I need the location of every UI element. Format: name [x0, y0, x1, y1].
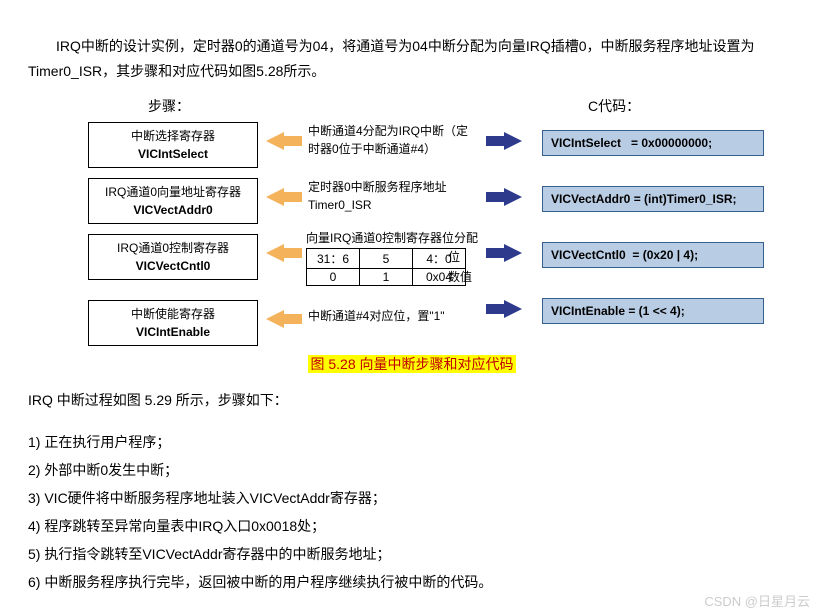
- step-title: IRQ通道0控制寄存器: [91, 239, 255, 257]
- watermark: CSDN @日星月云: [704, 591, 810, 610]
- step-title: 中断选择寄存器: [91, 127, 255, 145]
- header-steps: 步骤：: [148, 96, 190, 116]
- list-item: 2) 外部中断0发生中断；: [28, 456, 796, 484]
- figure-caption: 图 5.28 向量中断步骤和对应代码: [28, 354, 796, 374]
- step-desc-2: 定时器0中断服务程序地址Timer0_ISR: [308, 179, 468, 214]
- list-item: 6) 中断服务程序执行完毕，返回被中断的用户程序继续执行被中断的代码。: [28, 568, 796, 596]
- bit-side-labels: 位 数值: [448, 248, 472, 286]
- step-register: VICIntEnable: [91, 323, 255, 341]
- arrow-right-icon: [504, 132, 522, 150]
- list-item: 1) 正在执行用户程序；: [28, 428, 796, 456]
- step-desc-3: 向量IRQ通道0控制寄存器位分配: [306, 230, 506, 247]
- arrow-right-icon: [504, 300, 522, 318]
- code-box-3: VICVectCntl0 = (0x20 | 4);: [542, 242, 764, 268]
- step-box-3: IRQ通道0控制寄存器 VICVectCntl0: [88, 234, 258, 280]
- step-box-2: IRQ通道0向量地址寄存器 VICVectAddr0: [88, 178, 258, 224]
- step-box-4: 中断使能寄存器 VICIntEnable: [88, 300, 258, 346]
- code-box-2: VICVectAddr0 = (int)Timer0_ISR;: [542, 186, 764, 212]
- code-box-4: VICIntEnable = (1 << 4);: [542, 298, 764, 324]
- arrow-left-icon: [266, 244, 284, 262]
- code-box-1: VICIntSelect = 0x00000000;: [542, 130, 764, 156]
- step-register: VICIntSelect: [91, 145, 255, 163]
- caption-text: 图 5.28 向量中断步骤和对应代码: [308, 355, 515, 373]
- bit-header-cell: 5: [360, 249, 413, 269]
- diagram: 步骤： C代码： 中断选择寄存器 VICIntSelect 中断通道4分配为IR…: [28, 90, 796, 350]
- arrow-left-icon: [266, 132, 284, 150]
- header-ccode: C代码：: [588, 96, 640, 116]
- step-box-1: 中断选择寄存器 VICIntSelect: [88, 122, 258, 168]
- arrow-left-icon: [266, 310, 284, 328]
- bit-table: 31：6 5 4：0 0 1 0x04: [306, 248, 466, 286]
- step-desc-4: 中断通道#4对应位，置"1": [308, 308, 468, 325]
- process-steps-list: 1) 正在执行用户程序； 2) 外部中断0发生中断； 3) VIC硬件将中断服务…: [28, 428, 796, 596]
- step-title: IRQ通道0向量地址寄存器: [91, 183, 255, 201]
- bit-side-bottom: 数值: [448, 268, 472, 287]
- bit-value-cell: 1: [360, 269, 413, 286]
- list-item: 4) 程序跳转至异常向量表中IRQ入口0x0018处；: [28, 512, 796, 540]
- bit-side-top: 位: [448, 248, 472, 267]
- table-row: 31：6 5 4：0: [307, 249, 466, 269]
- arrow-right-icon: [504, 188, 522, 206]
- step-register: VICVectCntl0: [91, 257, 255, 275]
- arrow-right-icon: [504, 244, 522, 262]
- process-intro: IRQ 中断过程如图 5.29 所示，步骤如下：: [28, 388, 796, 413]
- step-title: 中断使能寄存器: [91, 305, 255, 323]
- list-item: 5) 执行指令跳转至VICVectAddr寄存器中的中断服务地址；: [28, 540, 796, 568]
- bit-value-cell: 0: [307, 269, 360, 286]
- step-register: VICVectAddr0: [91, 201, 255, 219]
- arrow-left-icon: [266, 188, 284, 206]
- step-desc-1: 中断通道4分配为IRQ中断（定时器0位于中断通道#4）: [308, 123, 468, 158]
- intro-paragraph: IRQ中断的设计实例，定时器0的通道号为04，将通道号为04中断分配为向量IRQ…: [28, 34, 796, 84]
- bit-header-cell: 31：6: [307, 249, 360, 269]
- table-row: 0 1 0x04: [307, 269, 466, 286]
- list-item: 3) VIC硬件将中断服务程序地址装入VICVectAddr寄存器；: [28, 484, 796, 512]
